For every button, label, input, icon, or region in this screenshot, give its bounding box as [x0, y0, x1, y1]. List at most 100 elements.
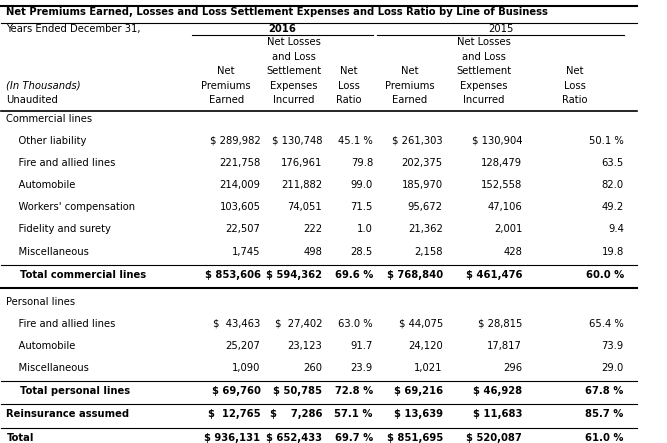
- Text: $  43,463: $ 43,463: [213, 319, 261, 329]
- Text: Settlement: Settlement: [266, 66, 321, 76]
- Text: 85.7 %: 85.7 %: [586, 409, 624, 420]
- Text: Net: Net: [566, 66, 584, 76]
- Text: 185,970: 185,970: [402, 180, 443, 190]
- Text: Premiums: Premiums: [386, 81, 435, 91]
- Text: 61.0 %: 61.0 %: [586, 433, 624, 443]
- Text: 428: 428: [504, 247, 522, 256]
- Text: $  12,765: $ 12,765: [208, 409, 261, 420]
- Text: Miscellaneous: Miscellaneous: [7, 247, 89, 256]
- Text: 82.0: 82.0: [602, 180, 624, 190]
- Text: $ 768,840: $ 768,840: [387, 269, 443, 280]
- Text: Incurred: Incurred: [273, 95, 314, 105]
- Text: Ratio: Ratio: [562, 95, 588, 105]
- Text: 69.7 %: 69.7 %: [335, 433, 373, 443]
- Text: 21,362: 21,362: [408, 225, 443, 234]
- Text: Other liability: Other liability: [7, 136, 87, 146]
- Text: 74,051: 74,051: [287, 202, 322, 212]
- Text: Loss: Loss: [338, 81, 360, 91]
- Text: 71.5: 71.5: [351, 202, 373, 212]
- Text: 73.9: 73.9: [602, 341, 624, 351]
- Text: 1,090: 1,090: [232, 363, 261, 373]
- Text: $ 69,760: $ 69,760: [211, 386, 261, 396]
- Text: 2016: 2016: [269, 24, 296, 34]
- Text: Expenses: Expenses: [270, 81, 317, 91]
- Text: 50.1 %: 50.1 %: [589, 136, 624, 146]
- Text: Fire and allied lines: Fire and allied lines: [7, 319, 116, 329]
- Text: Workers' compensation: Workers' compensation: [7, 202, 135, 212]
- Text: $  27,402: $ 27,402: [275, 319, 322, 329]
- Text: 2,001: 2,001: [494, 225, 522, 234]
- Text: Fire and allied lines: Fire and allied lines: [7, 158, 116, 168]
- Text: Net Premiums Earned, Losses and Loss Settlement Expenses and Loss Ratio by Line : Net Premiums Earned, Losses and Loss Set…: [7, 7, 548, 17]
- Text: Unaudited: Unaudited: [7, 95, 58, 105]
- Text: $ 594,362: $ 594,362: [266, 269, 322, 280]
- Text: Automobile: Automobile: [7, 180, 76, 190]
- Text: Net: Net: [217, 66, 235, 76]
- Text: 49.2: 49.2: [602, 202, 624, 212]
- Text: $ 461,476: $ 461,476: [466, 269, 522, 280]
- Text: 28.5: 28.5: [351, 247, 373, 256]
- Text: and Loss: and Loss: [462, 52, 506, 62]
- Text: Personal lines: Personal lines: [7, 297, 75, 307]
- Text: 23,123: 23,123: [287, 341, 322, 351]
- Text: 202,375: 202,375: [402, 158, 443, 168]
- Text: 17,817: 17,817: [488, 341, 522, 351]
- Text: 211,882: 211,882: [281, 180, 322, 190]
- Text: $ 520,087: $ 520,087: [466, 433, 522, 443]
- Text: 2,158: 2,158: [414, 247, 443, 256]
- Text: 1,745: 1,745: [232, 247, 261, 256]
- Text: $ 851,695: $ 851,695: [387, 433, 443, 443]
- Text: 1,021: 1,021: [414, 363, 443, 373]
- Text: Miscellaneous: Miscellaneous: [7, 363, 89, 373]
- Text: Total personal lines: Total personal lines: [7, 386, 131, 396]
- Text: 60.0 %: 60.0 %: [586, 269, 624, 280]
- Text: Reinsurance assumed: Reinsurance assumed: [7, 409, 129, 420]
- Text: 99.0: 99.0: [351, 180, 373, 190]
- Text: Earned: Earned: [209, 95, 244, 105]
- Text: 221,758: 221,758: [219, 158, 261, 168]
- Text: 176,961: 176,961: [281, 158, 322, 168]
- Text: 63.5: 63.5: [602, 158, 624, 168]
- Text: Net: Net: [402, 66, 419, 76]
- Text: 67.8 %: 67.8 %: [586, 386, 624, 396]
- Text: 65.4 %: 65.4 %: [589, 319, 624, 329]
- Text: 152,558: 152,558: [481, 180, 522, 190]
- Text: Net Losses: Net Losses: [267, 37, 320, 47]
- Text: 24,120: 24,120: [408, 341, 443, 351]
- Text: and Loss: and Loss: [271, 52, 315, 62]
- Text: 128,479: 128,479: [481, 158, 522, 168]
- Text: $ 11,683: $ 11,683: [473, 409, 522, 420]
- Text: Years Ended December 31,: Years Ended December 31,: [7, 24, 141, 34]
- Text: 25,207: 25,207: [225, 341, 261, 351]
- Text: 23.9: 23.9: [351, 363, 373, 373]
- Text: $ 13,639: $ 13,639: [394, 409, 443, 420]
- Text: (In Thousands): (In Thousands): [7, 81, 81, 91]
- Text: 69.6 %: 69.6 %: [335, 269, 373, 280]
- Text: Incurred: Incurred: [464, 95, 505, 105]
- Text: Ratio: Ratio: [336, 95, 362, 105]
- Text: 498: 498: [303, 247, 322, 256]
- Text: 72.8 %: 72.8 %: [335, 386, 373, 396]
- Text: $ 46,928: $ 46,928: [473, 386, 522, 396]
- Text: 29.0: 29.0: [602, 363, 624, 373]
- Text: 47,106: 47,106: [488, 202, 522, 212]
- Text: Net: Net: [340, 66, 358, 76]
- Text: 19.8: 19.8: [602, 247, 624, 256]
- Text: 79.8: 79.8: [351, 158, 373, 168]
- Text: $ 853,606: $ 853,606: [205, 269, 261, 280]
- Text: Commercial lines: Commercial lines: [7, 114, 93, 124]
- Text: $ 936,131: $ 936,131: [204, 433, 261, 443]
- Text: 103,605: 103,605: [219, 202, 261, 212]
- Text: Fidelity and surety: Fidelity and surety: [7, 225, 111, 234]
- Text: 296: 296: [503, 363, 522, 373]
- Text: 95,672: 95,672: [408, 202, 443, 212]
- Text: $ 50,785: $ 50,785: [273, 386, 322, 396]
- Text: Premiums: Premiums: [201, 81, 251, 91]
- Text: 91.7: 91.7: [351, 341, 373, 351]
- Text: 222: 222: [303, 225, 322, 234]
- Text: 214,009: 214,009: [219, 180, 261, 190]
- Text: Expenses: Expenses: [460, 81, 508, 91]
- Text: 22,507: 22,507: [225, 225, 261, 234]
- Text: $    7,286: $ 7,286: [269, 409, 322, 420]
- Text: Total commercial lines: Total commercial lines: [7, 269, 147, 280]
